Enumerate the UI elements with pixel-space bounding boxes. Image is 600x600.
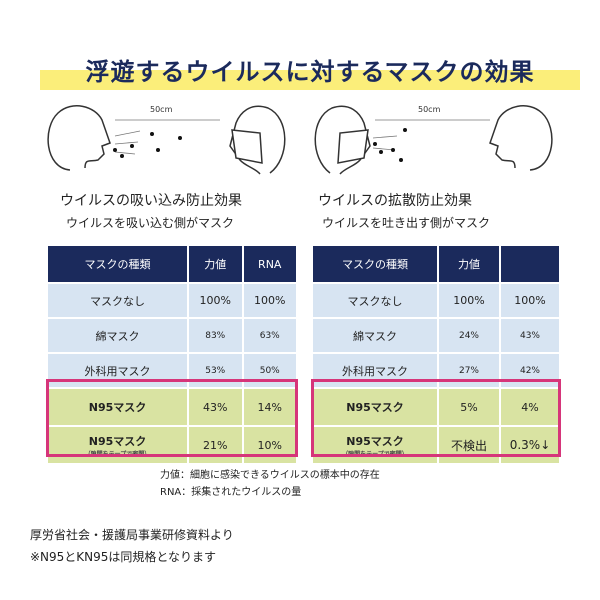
masked-face-right-icon [229,105,286,175]
left-heading: ウイルスの吸い込み防止効果 [60,193,242,209]
inhale-illustration [47,105,286,175]
exhale-illustration [314,105,553,175]
note-rna: RNA：採集されたウイルスの量 [160,487,302,498]
page-title: 浮遊するウイルスに対するマスクの効果 [40,52,580,92]
col-header: 力値 [189,246,242,282]
masked-face-left-icon [314,105,371,175]
table-row: 外科用マスク 27% 42% [313,354,559,387]
col-header: マスクの種類 [48,246,187,282]
table-row: 綿マスク 24% 43% [313,319,559,352]
table-row-highlight: N95マスク （隙間をテープで密閉） 21% 10% [48,427,296,463]
right-heading: ウイルスの拡散防止効果 [318,193,472,209]
exhale-table: マスクの種類 力値 マスクなし 100% 100% 綿マスク 24% 43% 外科用マスク… [311,244,561,465]
table-header: マスクの種類 力値 [313,246,559,282]
table-header: マスクの種類 力値 RNA [48,246,296,282]
col-header: 力値 [439,246,499,282]
table-row-highlight: N95マスク 43% 14% [48,389,296,425]
table-row: マスクなし 100% 100% [48,284,296,317]
distance-label-right: 50cm [418,105,441,114]
col-header [501,246,559,282]
left-subheading: ウイルスを吸い込む側がマスク [66,216,235,230]
table-row: 綿マスク 83% 63% [48,319,296,352]
table-row-highlight: N95マスク 5% 4% [313,389,559,425]
table-row: 外科用マスク 53% 50% [48,354,296,387]
right-subheading: ウイルスを吐き出す側がマスク [322,216,491,230]
face-right-icon [489,105,553,171]
face-left-icon [47,105,111,171]
note-titer: 力値：細胞に感染できるウイルスの標本中の存在 [160,470,380,481]
table-row-highlight: N95マスク （隙間をテープで密閉） 不検出 0.3%↓ [313,427,559,463]
col-header: RNA [243,246,296,282]
standard-note: ※N95とKN95は同規格となります [30,550,217,564]
inhale-table: マスクの種類 力値 RNA マスクなし 100% 100% 綿マスク 83% 63% 外科用… [46,244,298,465]
table-row: マスクなし 100% 100% [313,284,559,317]
col-header: マスクの種類 [313,246,437,282]
source-note: 厚労省社会・援護局事業研修資料より [30,528,234,542]
distance-label-left: 50cm [150,105,173,114]
